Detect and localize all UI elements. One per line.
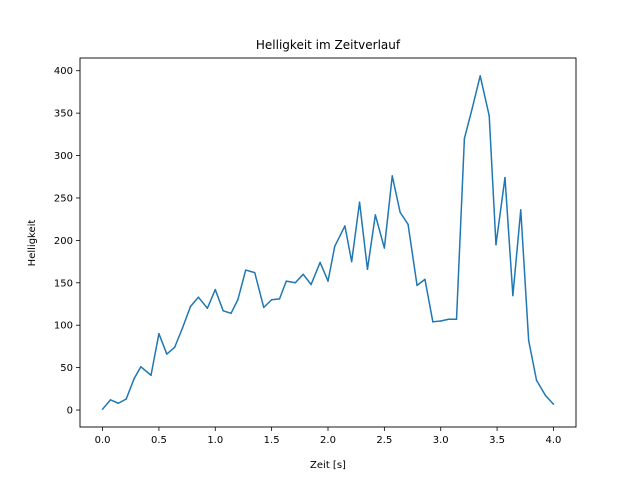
y-tick-label: 200 (54, 236, 73, 247)
data-point (447, 318, 450, 321)
x-tick-label: 0.5 (151, 435, 167, 446)
y-tick-label: 300 (54, 151, 73, 162)
y-tick-label: 150 (54, 278, 73, 289)
data-point (527, 339, 530, 342)
data-point (253, 271, 256, 274)
data-point (262, 306, 265, 309)
data-point (181, 327, 184, 329)
x-tick-label: 1.5 (264, 435, 280, 446)
data-point (512, 294, 514, 297)
data-point (358, 201, 361, 203)
data-point (383, 247, 386, 249)
data-point (407, 223, 409, 226)
x-tick-label: 4.0 (546, 435, 562, 446)
data-point (350, 260, 353, 263)
data-point (173, 346, 176, 349)
x-axis-ticks: 0.0 0.5 1.0 1.5 2.0 2.5 3.0 3.5 4.0 (95, 427, 562, 446)
x-tick-label: 3.0 (433, 435, 449, 446)
data-point (294, 282, 297, 284)
y-tick-label: 400 (54, 66, 73, 77)
data-point (366, 268, 369, 270)
data-point (495, 243, 497, 246)
y-axis-ticks: 0 50 100 150 200 250 300 350 400 (54, 66, 80, 417)
data-point (109, 399, 112, 401)
data-point (278, 298, 281, 300)
y-tick-label: 50 (60, 363, 73, 374)
data-point (150, 374, 152, 377)
data-point (140, 366, 142, 368)
data-point (439, 320, 442, 322)
data-point (455, 318, 458, 321)
data-point (334, 245, 336, 248)
plot-area (101, 75, 555, 410)
y-axis-label: Helligkeit (27, 220, 38, 267)
data-point (504, 176, 506, 179)
x-tick-label: 1.0 (207, 435, 223, 446)
data-point (158, 332, 160, 335)
data-point (230, 312, 232, 315)
y-tick-label: 0 (67, 406, 73, 417)
data-point (544, 394, 547, 397)
data-point (416, 284, 418, 287)
data-point (391, 175, 394, 177)
data-point (463, 137, 466, 140)
data-point (520, 209, 522, 211)
data-point (399, 211, 401, 214)
data-point (237, 299, 239, 301)
data-point (432, 321, 434, 323)
data-point (197, 296, 200, 298)
data-point (206, 307, 209, 309)
data-point (310, 283, 312, 286)
x-tick-label: 2.0 (320, 435, 336, 446)
data-point (214, 288, 217, 291)
data-point (117, 402, 120, 404)
data-point (222, 310, 224, 312)
data-point (125, 398, 127, 400)
data-point (344, 225, 346, 227)
data-point (285, 280, 288, 282)
x-tick-label: 3.5 (489, 435, 505, 446)
data-point (552, 403, 555, 405)
y-tick-label: 250 (54, 193, 73, 204)
data-point (189, 305, 192, 308)
x-tick-label: 2.5 (376, 435, 392, 446)
data-point (270, 299, 273, 301)
data-point (488, 114, 490, 117)
data-point (319, 261, 321, 264)
x-axis-label: Zeit [s] (310, 460, 346, 471)
chart-title: Helligkeit im Zeitverlauf (256, 38, 401, 52)
data-point (479, 75, 481, 77)
data-point (374, 214, 377, 216)
x-tick-label: 0.0 (95, 435, 111, 446)
y-tick-label: 100 (54, 321, 73, 332)
y-tick-label: 350 (54, 109, 73, 120)
data-point (101, 408, 104, 410)
data-point (166, 353, 168, 355)
data-point (535, 379, 538, 382)
data-point (471, 107, 474, 109)
data-point (244, 269, 247, 271)
data-point (424, 278, 426, 281)
data-point (327, 280, 329, 282)
data-point (302, 273, 304, 276)
data-point (133, 377, 135, 380)
